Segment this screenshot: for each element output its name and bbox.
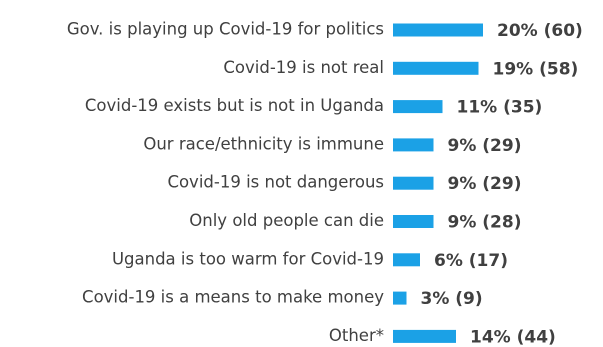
bar	[393, 23, 483, 37]
bar	[393, 138, 434, 152]
category-label: Other*	[329, 326, 384, 345]
bar	[393, 100, 443, 114]
value-label: 6% (17)	[434, 251, 508, 271]
value-label: 9% (29)	[448, 174, 522, 194]
bar	[393, 215, 434, 228]
bar	[393, 329, 456, 343]
value-label: 14% (44)	[470, 327, 556, 347]
category-label: Covid-19 is not dangerous	[167, 173, 384, 192]
category-label: Covid-19 is a means to make money	[82, 288, 384, 307]
category-label: Covid-19 is not real	[223, 58, 384, 77]
bar	[393, 291, 407, 305]
category-label: Covid-19 exists but is not in Uganda	[85, 96, 384, 115]
category-label: Uganda is too warm for Covid-19	[112, 249, 384, 268]
category-label: Gov. is playing up Covid-19 for politics	[67, 20, 384, 39]
category-label: Our race/ethnicity is immune	[143, 134, 384, 153]
value-label: 3% (9)	[421, 289, 483, 309]
bar	[393, 176, 434, 190]
value-label: 11% (35)	[457, 98, 543, 118]
value-label: 19% (58)	[493, 59, 579, 79]
category-label: Only old people can die	[189, 211, 384, 230]
bar	[393, 61, 479, 75]
bar	[393, 253, 420, 267]
value-label: 9% (29)	[448, 136, 522, 156]
value-label: 9% (28)	[448, 213, 522, 233]
value-label: 20% (60)	[497, 21, 583, 41]
